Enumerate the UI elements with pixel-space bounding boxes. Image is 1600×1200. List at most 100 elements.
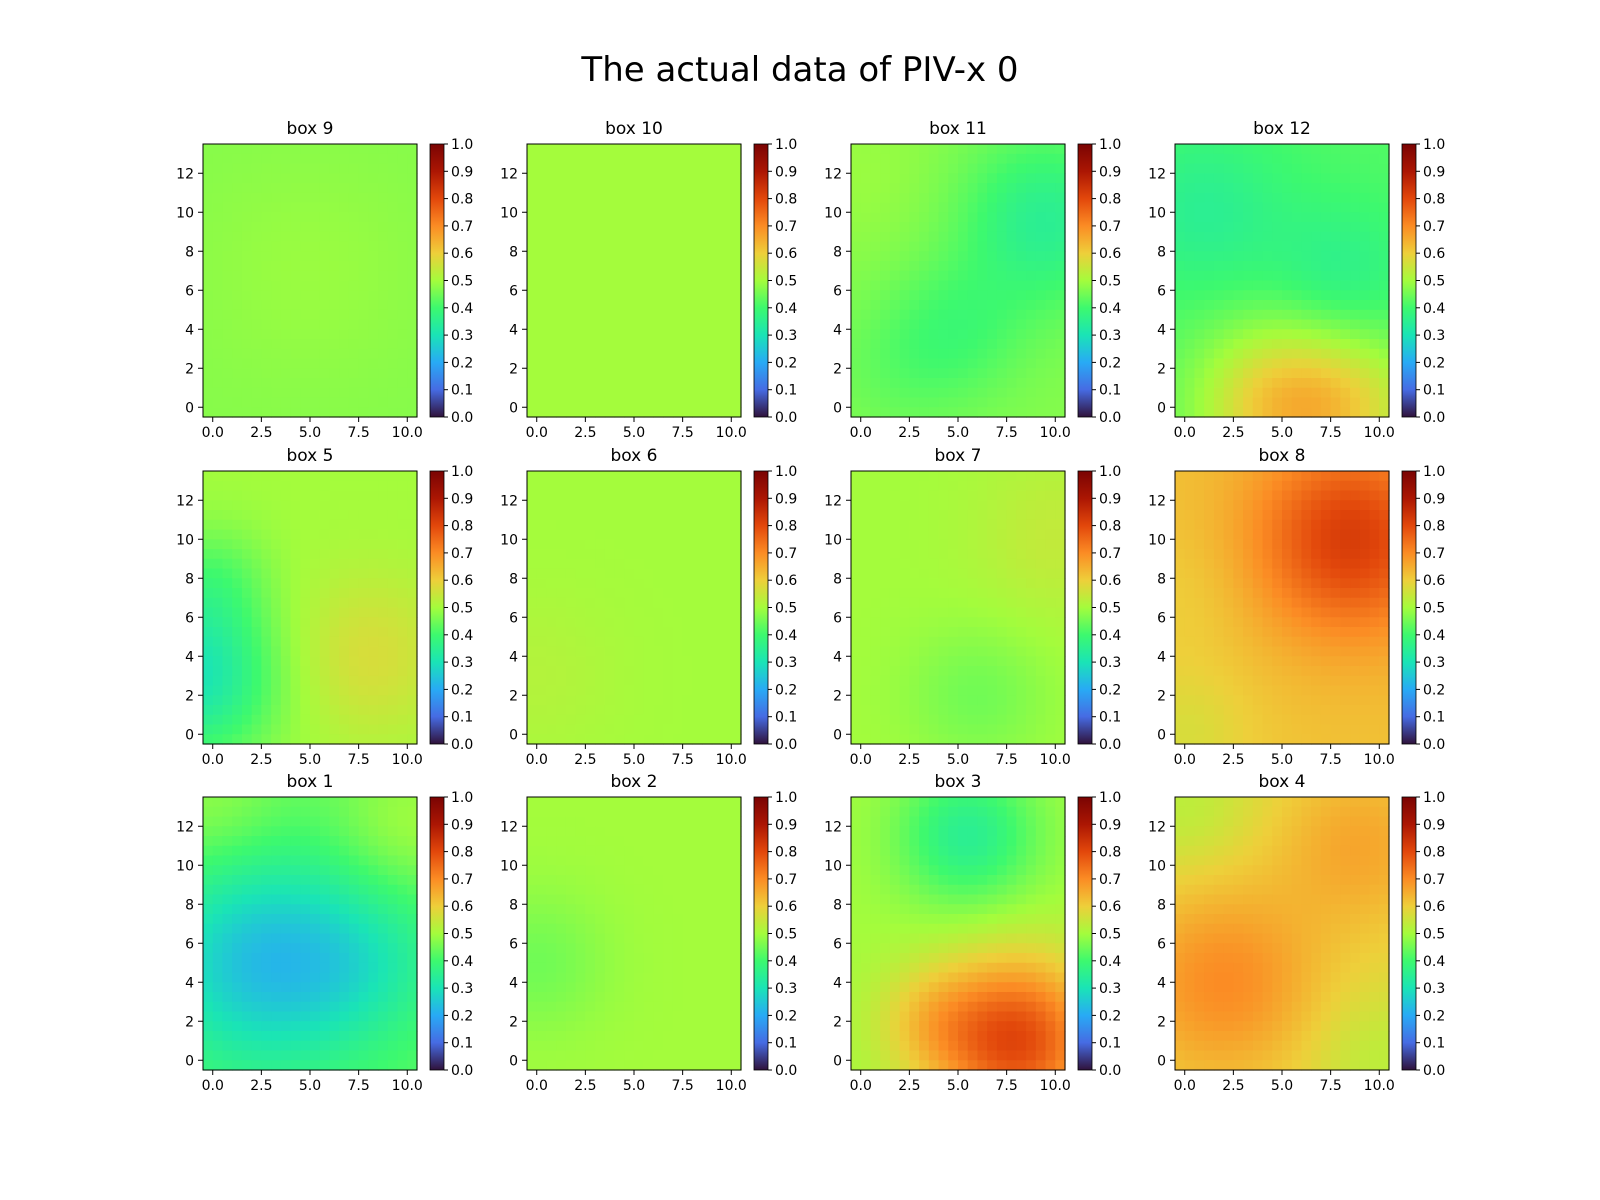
panel-box-10: box 10 0.0 2.5 5.0 7.5 10.0 0 2 4 6 8 10 12 0.0 0.1 0.2… [500, 119, 797, 441]
y-tick-label: 12 [176, 819, 194, 835]
colorbar [1401, 470, 1417, 745]
colorbar [1077, 470, 1093, 745]
colorbar-tick-label: 0.7 [775, 872, 797, 888]
colorbar-tick-label: 0.3 [1423, 655, 1445, 671]
y-tick-label: 0 [185, 400, 194, 416]
x-tick-label: 2.5 [574, 752, 596, 768]
colorbar-tick-label: 1.0 [775, 790, 797, 806]
colorbar-tick-label: 0.0 [1099, 737, 1121, 753]
y-tick-label: 8 [833, 897, 842, 913]
figure-title: The actual data of PIV-x 0 [581, 50, 1019, 90]
colorbar-tick-label: 0.5 [1423, 927, 1445, 943]
panel-box-4: box 4 0.0 2.5 5.0 7.5 10.0 0 2 4 6 8 10 12 0.0 0.1 0.2 0… [1148, 772, 1445, 1094]
colorbar-tick-label: 0.4 [451, 628, 473, 644]
colorbar-tick-label: 0.2 [1099, 355, 1121, 371]
y-tick-label: 8 [833, 571, 842, 587]
colorbar-tick-label: 0.2 [1423, 355, 1445, 371]
panel-box-2: box 2 0.0 2.5 5.0 7.5 10.0 0 2 4 6 8 10 12 0.0 0.1 0.2 0… [500, 772, 797, 1094]
colorbar-tick-label: 0.1 [775, 710, 797, 726]
colorbar-tick-label: 0.0 [451, 1063, 473, 1079]
x-tick-label: 7.5 [348, 752, 370, 768]
y-tick-label: 2 [509, 688, 518, 704]
x-tick-label: 10.0 [716, 1078, 747, 1094]
colorbar-tick-label: 1.0 [451, 464, 473, 480]
panel-box-9: box 9 0.0 2.5 5.0 7.5 10.0 0 2 4 6 8 10 12 0.0 0.1 0.2 0… [176, 119, 473, 441]
y-tick-label: 8 [509, 244, 518, 260]
colorbar-tick-label: 0.6 [1099, 246, 1121, 262]
x-tick-label: 5.0 [623, 1078, 645, 1094]
x-tick-label: 5.0 [947, 425, 969, 441]
panel-box-7: box 7 0.0 2.5 5.0 7.5 10.0 0 2 4 6 8 10 12 0.0 0.1 0.2 0… [824, 446, 1121, 768]
colorbar-tick-label: 0.5 [1099, 274, 1121, 290]
y-tick-label: 12 [500, 493, 518, 509]
panel-box-5: box 5 0.0 2.5 5.0 7.5 10.0 0 2 4 6 8 10 12 0.0 0.1 0.2 0… [176, 446, 473, 768]
y-tick-label: 4 [833, 322, 842, 338]
colorbar-tick-label: 0.2 [775, 682, 797, 698]
colorbar-tick-label: 0.6 [775, 246, 797, 262]
colorbar-tick-label: 0.3 [775, 655, 797, 671]
y-tick-label: 2 [185, 1014, 194, 1030]
y-tick-label: 2 [509, 1014, 518, 1030]
y-tick-label: 6 [1157, 283, 1166, 299]
x-tick-label: 2.5 [250, 1078, 272, 1094]
x-tick-label: 0.0 [1174, 1078, 1196, 1094]
colorbar-tick-label: 0.3 [1099, 328, 1121, 344]
colorbar-tick-label: 0.7 [451, 546, 473, 562]
colorbar-tick-label: 0.1 [1423, 1036, 1445, 1052]
colorbar-tick-label: 0.7 [451, 219, 473, 235]
x-tick-label: 10.0 [1364, 425, 1395, 441]
x-tick-label: 2.5 [1222, 1078, 1244, 1094]
x-tick-label: 7.5 [672, 425, 694, 441]
y-tick-label: 6 [185, 936, 194, 952]
x-tick-label: 5.0 [623, 425, 645, 441]
colorbar-tick-label: 0.7 [1423, 219, 1445, 235]
y-tick-label: 8 [833, 244, 842, 260]
colorbar-tick-label: 1.0 [451, 137, 473, 153]
colorbar-tick-label: 0.4 [1423, 954, 1445, 970]
colorbar-tick-label: 0.7 [1423, 546, 1445, 562]
panel-box-3: box 3 0.0 2.5 5.0 7.5 10.0 0 2 4 6 8 10 12 0.0 0.1 0.2 0… [824, 772, 1121, 1094]
y-tick-label: 10 [176, 205, 194, 221]
colorbar-tick-label: 0.0 [451, 410, 473, 426]
colorbar-tick-label: 0.6 [1099, 899, 1121, 915]
colorbar-tick-label: 0.1 [451, 1036, 473, 1052]
colorbar-tick-label: 0.9 [775, 491, 797, 507]
colorbar-tick-label: 0.3 [1099, 655, 1121, 671]
colorbar-tick-label: 0.4 [1099, 301, 1121, 317]
y-tick-label: 0 [833, 400, 842, 416]
y-tick-label: 12 [176, 166, 194, 182]
colorbar-tick-label: 1.0 [775, 464, 797, 480]
y-tick-label: 10 [500, 858, 518, 874]
x-tick-label: 2.5 [574, 1078, 596, 1094]
colorbar-tick-label: 0.7 [1099, 219, 1121, 235]
y-tick-label: 0 [509, 1053, 518, 1069]
colorbar-tick-label: 0.8 [1423, 519, 1445, 535]
x-tick-label: 5.0 [947, 1078, 969, 1094]
y-tick-label: 6 [833, 283, 842, 299]
x-tick-label: 7.5 [996, 752, 1018, 768]
colorbar-tick-label: 0.4 [451, 301, 473, 317]
y-tick-label: 10 [824, 532, 842, 548]
y-tick-label: 10 [1148, 532, 1166, 548]
colorbar-tick-label: 0.5 [775, 274, 797, 290]
x-tick-label: 2.5 [574, 425, 596, 441]
colorbar [753, 470, 769, 745]
y-tick-label: 10 [824, 858, 842, 874]
y-tick-label: 0 [833, 727, 842, 743]
colorbar-tick-label: 0.3 [775, 328, 797, 344]
y-tick-label: 4 [185, 975, 194, 991]
colorbar-tick-label: 0.8 [451, 845, 473, 861]
x-tick-label: 7.5 [996, 425, 1018, 441]
colorbar [753, 796, 769, 1071]
y-tick-label: 0 [185, 727, 194, 743]
colorbar-tick-label: 0.5 [775, 601, 797, 617]
panel-title: box 1 [287, 772, 334, 792]
colorbar-tick-label: 0.5 [451, 601, 473, 617]
y-tick-label: 12 [500, 166, 518, 182]
colorbar-tick-label: 0.4 [775, 628, 797, 644]
x-tick-label: 7.5 [996, 1078, 1018, 1094]
x-tick-label: 2.5 [1222, 425, 1244, 441]
panel-title: box 10 [605, 119, 663, 139]
panel-box-8: box 8 0.0 2.5 5.0 7.5 10.0 0 2 4 6 8 10 12 0.0 0.1 0.2 0… [1148, 446, 1445, 768]
